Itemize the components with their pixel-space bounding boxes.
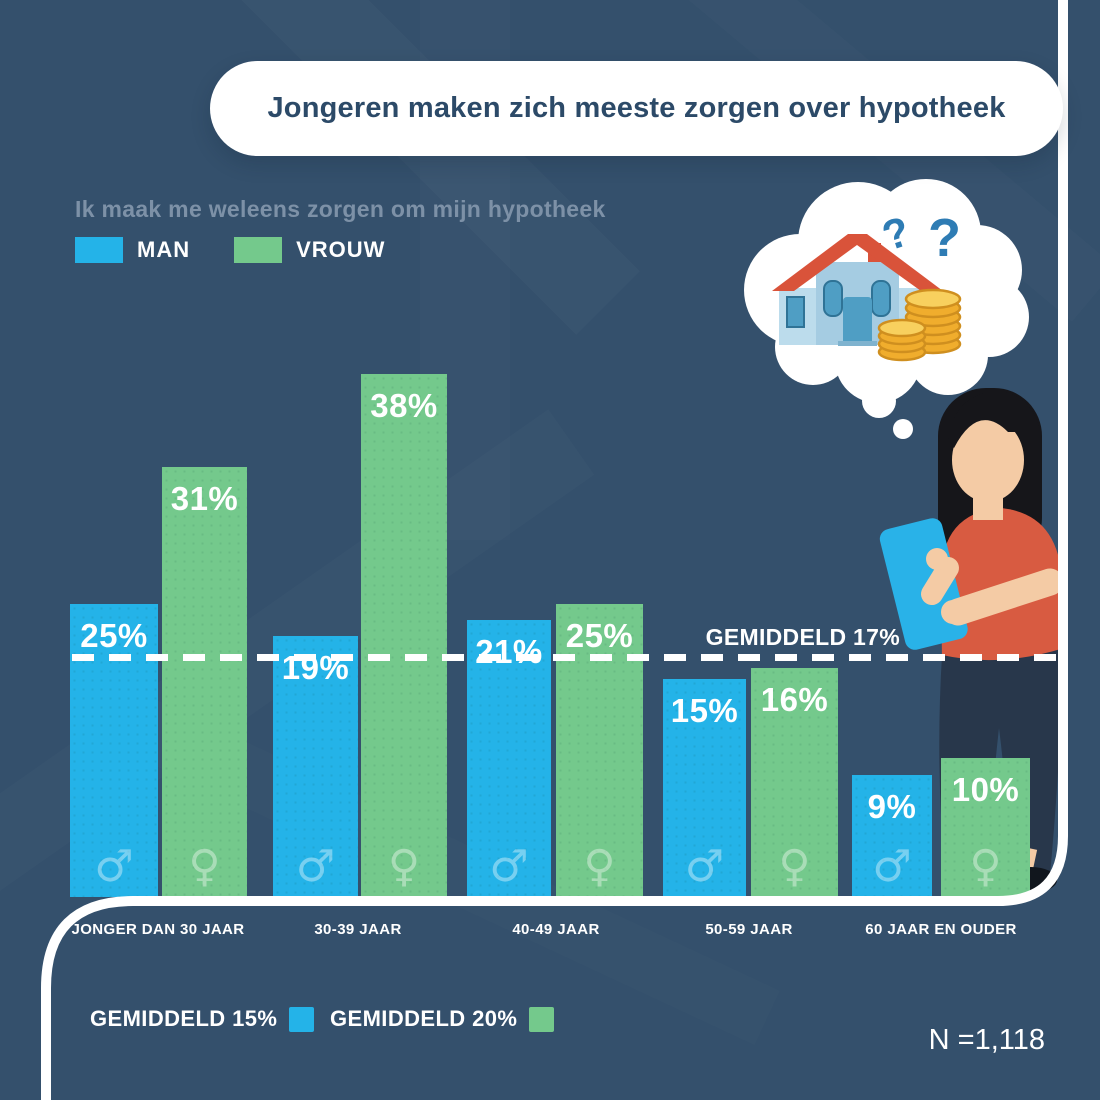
female-icon: ♀ bbox=[188, 841, 221, 892]
age-label-60-plus: 60 JAAR EN OUDER bbox=[865, 921, 1017, 938]
bar-vrouw-50-59: 16% ♀ bbox=[751, 668, 838, 897]
title-banner: Jongeren maken zich meeste zorgen over h… bbox=[210, 61, 1063, 156]
male-icon: ♂ bbox=[489, 841, 529, 892]
bar-value-label: 25% bbox=[565, 617, 634, 654]
bar-value-label: 9% bbox=[867, 788, 917, 825]
vrouw-average-label: GEMIDDELD 20% bbox=[330, 1006, 518, 1031]
bar-man-jonger-dan-30: 25% ♂ bbox=[70, 604, 158, 897]
legend-vrouw-label: VROUW bbox=[296, 237, 386, 262]
bar-vrouw-60-plus: 10% ♀ bbox=[941, 758, 1030, 897]
bar-vrouw-jonger-dan-30: 31% ♀ bbox=[162, 467, 247, 897]
bar-man-50-59: 15% ♂ bbox=[663, 679, 746, 897]
male-icon: ♂ bbox=[684, 841, 725, 892]
sample-size-label: N =1,118 bbox=[928, 1024, 1045, 1056]
bar-value-label: 25% bbox=[80, 617, 148, 654]
bar-vrouw-40-49: 25% ♀ bbox=[556, 604, 643, 897]
bar-man-30-39: 19% ♂ bbox=[273, 636, 358, 897]
svg-text:?: ? bbox=[928, 208, 961, 268]
male-icon: ♂ bbox=[872, 841, 912, 892]
vrouw-average-swatch bbox=[529, 1006, 555, 1032]
bar-vrouw-30-39: 38% ♀ bbox=[361, 374, 447, 897]
bar-man-40-49: 21% ♂ bbox=[467, 620, 551, 897]
bar-value-label: 31% bbox=[170, 480, 239, 517]
man-average-label: GEMIDDELD 15% bbox=[90, 1006, 278, 1031]
average-line bbox=[72, 654, 1062, 661]
bar-value-label: 15% bbox=[670, 692, 739, 729]
man-average-swatch bbox=[289, 1006, 315, 1032]
bar-man-60-plus: 9% ♂ bbox=[852, 775, 932, 897]
female-icon: ♀ bbox=[778, 841, 811, 892]
male-icon: ♂ bbox=[295, 841, 336, 892]
legend: MAN VROUW bbox=[75, 237, 429, 263]
bar-value-label: 38% bbox=[370, 387, 438, 424]
man-average: GEMIDDELD 15% bbox=[90, 1006, 315, 1032]
average-line-label: GEMIDDELD 17% bbox=[705, 624, 900, 650]
legend-man-label: MAN bbox=[137, 237, 191, 262]
vrouw-average: GEMIDDELD 20% bbox=[330, 1006, 555, 1032]
female-icon: ♀ bbox=[969, 841, 1002, 892]
female-icon: ♀ bbox=[583, 841, 616, 892]
bar-value-label: 21% bbox=[475, 633, 543, 670]
male-icon: ♂ bbox=[94, 841, 134, 892]
female-icon: ♀ bbox=[387, 841, 421, 892]
page-title: Jongeren maken zich meeste zorgen over h… bbox=[267, 92, 1006, 124]
bar-value-label: 10% bbox=[951, 771, 1020, 808]
legend-vrouw-swatch bbox=[234, 237, 283, 263]
bar-value-label: 16% bbox=[760, 681, 829, 718]
chart-subtitle: Ik maak me weleens zorgen om mijn hypoth… bbox=[75, 196, 606, 222]
legend-man-swatch bbox=[75, 237, 123, 263]
